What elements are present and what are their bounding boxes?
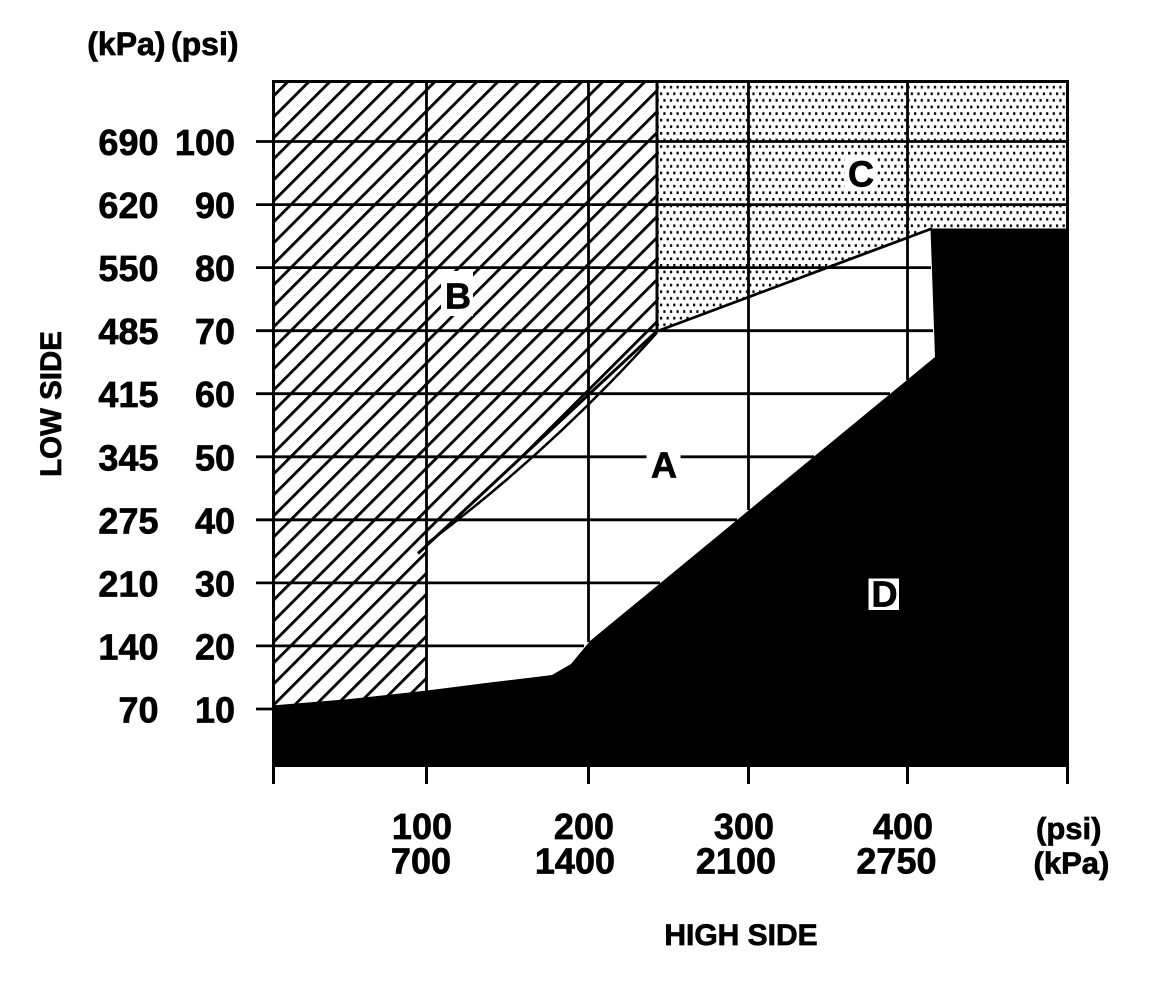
svg-text:(psi): (psi) [171,26,239,62]
svg-text:50: 50 [195,437,235,478]
svg-text:40: 40 [195,500,235,541]
svg-text:D: D [872,574,898,615]
svg-text:2100: 2100 [696,841,776,882]
svg-text:60: 60 [195,374,235,415]
svg-text:(psi): (psi) [1036,811,1101,846]
svg-text:20: 20 [195,626,235,667]
svg-text:415: 415 [98,374,158,415]
svg-text:300: 300 [714,806,774,847]
svg-text:(kPa): (kPa) [87,26,165,62]
svg-text:140: 140 [98,626,158,667]
svg-text:100: 100 [392,806,452,847]
svg-text:10: 10 [195,690,235,731]
svg-text:70: 70 [118,690,158,731]
svg-text:700: 700 [391,841,451,882]
svg-text:80: 80 [195,248,235,289]
svg-text:620: 620 [98,185,158,226]
svg-text:275: 275 [98,500,158,541]
svg-text:(kPa): (kPa) [1034,846,1110,881]
svg-text:A: A [651,445,677,486]
svg-text:2750: 2750 [856,841,936,882]
svg-text:550: 550 [98,248,158,289]
svg-text:70: 70 [195,311,235,352]
svg-text:210: 210 [98,563,158,604]
svg-text:HIGH SIDE: HIGH SIDE [664,919,817,952]
svg-text:90: 90 [195,185,235,226]
svg-text:1400: 1400 [535,841,615,882]
svg-text:200: 200 [554,806,614,847]
svg-text:100: 100 [175,122,235,163]
svg-text:690: 690 [98,122,158,163]
svg-text:485: 485 [98,311,158,352]
svg-text:30: 30 [195,563,235,604]
svg-text:B: B [445,276,471,317]
svg-text:400: 400 [873,806,933,847]
svg-text:345: 345 [98,437,158,478]
svg-text:LOW SIDE: LOW SIDE [35,331,68,477]
svg-text:C: C [848,154,874,195]
